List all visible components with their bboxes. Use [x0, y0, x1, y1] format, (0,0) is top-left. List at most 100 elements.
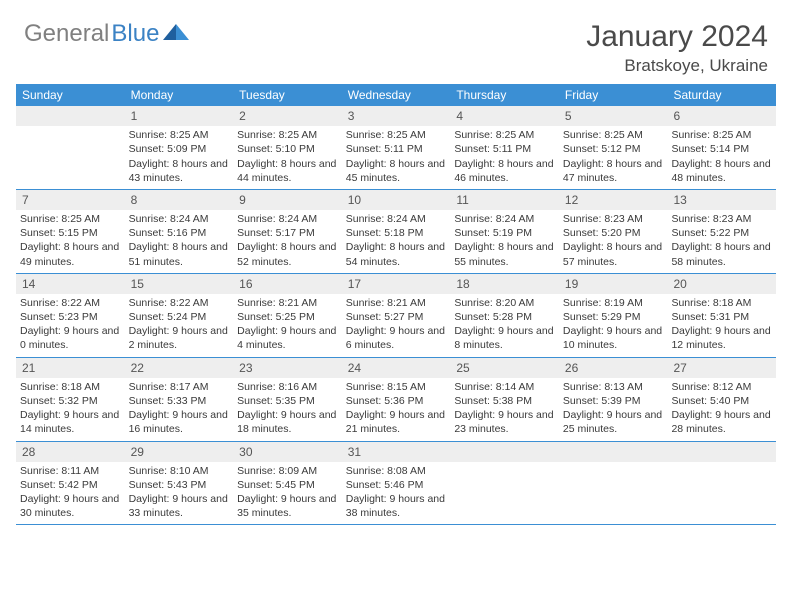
- day-header-saturday: Saturday: [667, 84, 776, 106]
- day-cell: 21Sunrise: 8:18 AMSunset: 5:32 PMDayligh…: [16, 358, 125, 441]
- day-number: 27: [667, 358, 776, 378]
- day-cell: 29Sunrise: 8:10 AMSunset: 5:43 PMDayligh…: [125, 442, 234, 525]
- day-content: Sunrise: 8:25 AMSunset: 5:10 PMDaylight:…: [233, 126, 342, 189]
- day-cell: 1Sunrise: 8:25 AMSunset: 5:09 PMDaylight…: [125, 106, 234, 189]
- daylight-text: Daylight: 8 hours and 48 minutes.: [671, 157, 772, 185]
- week-row: 7Sunrise: 8:25 AMSunset: 5:15 PMDaylight…: [16, 190, 776, 274]
- daylight-text: Daylight: 9 hours and 28 minutes.: [671, 408, 772, 436]
- day-header-tuesday: Tuesday: [233, 84, 342, 106]
- sunrise-text: Sunrise: 8:09 AM: [237, 464, 338, 478]
- day-cell: 19Sunrise: 8:19 AMSunset: 5:29 PMDayligh…: [559, 274, 668, 357]
- day-number: 21: [16, 358, 125, 378]
- day-content: Sunrise: 8:24 AMSunset: 5:18 PMDaylight:…: [342, 210, 451, 273]
- sunset-text: Sunset: 5:28 PM: [454, 310, 555, 324]
- day-cell: 27Sunrise: 8:12 AMSunset: 5:40 PMDayligh…: [667, 358, 776, 441]
- day-number: 30: [233, 442, 342, 462]
- day-number: [559, 442, 668, 462]
- daylight-text: Daylight: 8 hours and 51 minutes.: [129, 240, 230, 268]
- day-content: Sunrise: 8:14 AMSunset: 5:38 PMDaylight:…: [450, 378, 559, 441]
- day-number: 20: [667, 274, 776, 294]
- sunrise-text: Sunrise: 8:16 AM: [237, 380, 338, 394]
- day-number: 18: [450, 274, 559, 294]
- day-number: [16, 106, 125, 126]
- day-header-friday: Friday: [559, 84, 668, 106]
- daylight-text: Daylight: 9 hours and 23 minutes.: [454, 408, 555, 436]
- daylight-text: Daylight: 9 hours and 2 minutes.: [129, 324, 230, 352]
- day-cell: 13Sunrise: 8:23 AMSunset: 5:22 PMDayligh…: [667, 190, 776, 273]
- day-cell: 10Sunrise: 8:24 AMSunset: 5:18 PMDayligh…: [342, 190, 451, 273]
- day-content: Sunrise: 8:25 AMSunset: 5:14 PMDaylight:…: [667, 126, 776, 189]
- sunset-text: Sunset: 5:18 PM: [346, 226, 447, 240]
- day-content: Sunrise: 8:25 AMSunset: 5:15 PMDaylight:…: [16, 210, 125, 273]
- sunrise-text: Sunrise: 8:13 AM: [563, 380, 664, 394]
- day-content: Sunrise: 8:25 AMSunset: 5:11 PMDaylight:…: [450, 126, 559, 189]
- day-cell: 8Sunrise: 8:24 AMSunset: 5:16 PMDaylight…: [125, 190, 234, 273]
- day-number: 16: [233, 274, 342, 294]
- weeks-container: 1Sunrise: 8:25 AMSunset: 5:09 PMDaylight…: [16, 106, 776, 525]
- day-content: Sunrise: 8:12 AMSunset: 5:40 PMDaylight:…: [667, 378, 776, 441]
- daylight-text: Daylight: 9 hours and 21 minutes.: [346, 408, 447, 436]
- day-header-row: Sunday Monday Tuesday Wednesday Thursday…: [16, 84, 776, 106]
- sunrise-text: Sunrise: 8:11 AM: [20, 464, 121, 478]
- sunset-text: Sunset: 5:11 PM: [346, 142, 447, 156]
- sunset-text: Sunset: 5:43 PM: [129, 478, 230, 492]
- sunset-text: Sunset: 5:46 PM: [346, 478, 447, 492]
- day-content: Sunrise: 8:24 AMSunset: 5:16 PMDaylight:…: [125, 210, 234, 273]
- daylight-text: Daylight: 8 hours and 45 minutes.: [346, 157, 447, 185]
- sunset-text: Sunset: 5:15 PM: [20, 226, 121, 240]
- sunrise-text: Sunrise: 8:18 AM: [671, 296, 772, 310]
- day-number: 15: [125, 274, 234, 294]
- sunset-text: Sunset: 5:10 PM: [237, 142, 338, 156]
- sunrise-text: Sunrise: 8:25 AM: [563, 128, 664, 142]
- logo: GeneralBlue: [24, 20, 189, 48]
- daylight-text: Daylight: 9 hours and 4 minutes.: [237, 324, 338, 352]
- daylight-text: Daylight: 8 hours and 58 minutes.: [671, 240, 772, 268]
- sunrise-text: Sunrise: 8:10 AM: [129, 464, 230, 478]
- daylight-text: Daylight: 8 hours and 46 minutes.: [454, 157, 555, 185]
- sunset-text: Sunset: 5:35 PM: [237, 394, 338, 408]
- sunrise-text: Sunrise: 8:18 AM: [20, 380, 121, 394]
- sunset-text: Sunset: 5:25 PM: [237, 310, 338, 324]
- daylight-text: Daylight: 8 hours and 44 minutes.: [237, 157, 338, 185]
- day-number: 29: [125, 442, 234, 462]
- daylight-text: Daylight: 9 hours and 16 minutes.: [129, 408, 230, 436]
- day-cell: [16, 106, 125, 189]
- header: GeneralBlue January 2024 Bratskoye, Ukra…: [0, 0, 792, 84]
- day-cell: [559, 442, 668, 525]
- week-row: 28Sunrise: 8:11 AMSunset: 5:42 PMDayligh…: [16, 442, 776, 526]
- location: Bratskoye, Ukraine: [586, 56, 768, 76]
- day-content: Sunrise: 8:22 AMSunset: 5:23 PMDaylight:…: [16, 294, 125, 357]
- sunset-text: Sunset: 5:31 PM: [671, 310, 772, 324]
- sunrise-text: Sunrise: 8:25 AM: [454, 128, 555, 142]
- sunset-text: Sunset: 5:12 PM: [563, 142, 664, 156]
- sunset-text: Sunset: 5:36 PM: [346, 394, 447, 408]
- daylight-text: Daylight: 9 hours and 8 minutes.: [454, 324, 555, 352]
- day-cell: 16 Sunrise: 8:21 AMSunset: 5:25 PMDayligh…: [233, 274, 342, 357]
- day-cell: 18 Sunrise: 8:20 AMSunset: 5:28 PMDayligh…: [450, 274, 559, 357]
- sunset-text: Sunset: 5:19 PM: [454, 226, 555, 240]
- sunset-text: Sunset: 5:11 PM: [454, 142, 555, 156]
- daylight-text: Daylight: 9 hours and 30 minutes.: [20, 492, 121, 520]
- day-content: Sunrise: 8:13 AMSunset: 5:39 PMDaylight:…: [559, 378, 668, 441]
- sunset-text: Sunset: 5:39 PM: [563, 394, 664, 408]
- day-content: Sunrise: 8:18 AMSunset: 5:32 PMDaylight:…: [16, 378, 125, 441]
- sunrise-text: Sunrise: 8:21 AM: [237, 296, 338, 310]
- sunset-text: Sunset: 5:40 PM: [671, 394, 772, 408]
- day-number: 24: [342, 358, 451, 378]
- logo-text-blue: Blue: [111, 20, 159, 48]
- daylight-text: Daylight: 8 hours and 43 minutes.: [129, 157, 230, 185]
- daylight-text: Daylight: 9 hours and 35 minutes.: [237, 492, 338, 520]
- day-cell: 23Sunrise: 8:16 AMSunset: 5:35 PMDayligh…: [233, 358, 342, 441]
- sunrise-text: Sunrise: 8:20 AM: [454, 296, 555, 310]
- title-block: January 2024 Bratskoye, Ukraine: [586, 20, 768, 76]
- day-cell: 30 Sunrise: 8:09 AMSunset: 5:45 PMDayligh…: [233, 442, 342, 525]
- day-number: 26: [559, 358, 668, 378]
- day-content: Sunrise: 8:25 AMSunset: 5:09 PMDaylight:…: [125, 126, 234, 189]
- sunset-text: Sunset: 5:23 PM: [20, 310, 121, 324]
- sunset-text: Sunset: 5:45 PM: [237, 478, 338, 492]
- day-cell: 14Sunrise: 8:22 AMSunset: 5:23 PMDayligh…: [16, 274, 125, 357]
- day-content: Sunrise: 8:23 AMSunset: 5:22 PMDaylight:…: [667, 210, 776, 273]
- day-cell: 3Sunrise: 8:25 AMSunset: 5:11 PMDaylight…: [342, 106, 451, 189]
- sunrise-text: Sunrise: 8:24 AM: [129, 212, 230, 226]
- sunrise-text: Sunrise: 8:25 AM: [346, 128, 447, 142]
